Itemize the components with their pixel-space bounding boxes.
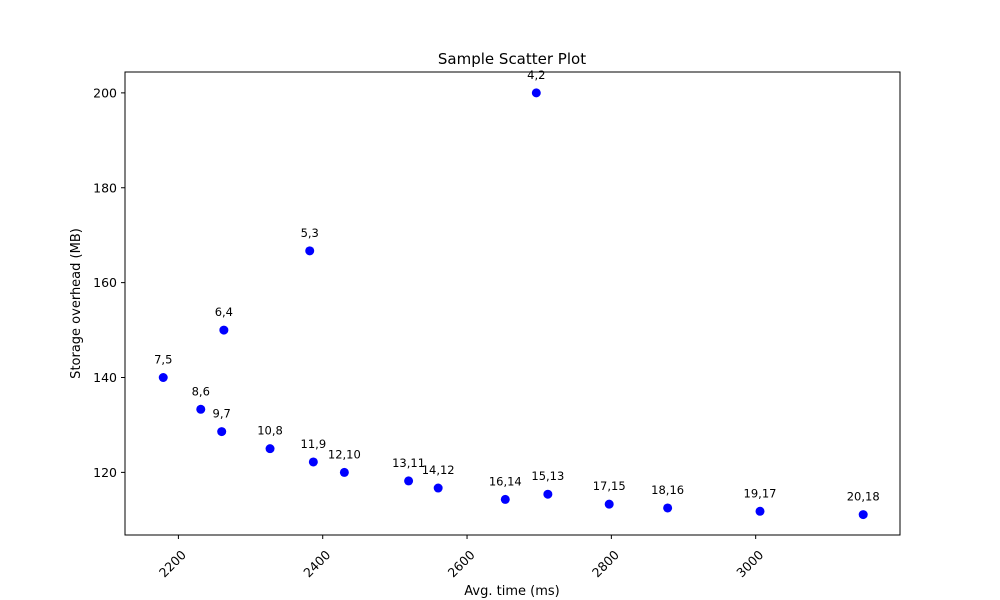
x-tick-label: 2800 bbox=[589, 547, 622, 580]
data-point bbox=[663, 503, 673, 513]
data-point bbox=[305, 246, 315, 256]
point-label: 20,18 bbox=[847, 490, 880, 504]
point-label: 8,6 bbox=[192, 384, 210, 398]
chart-title: Sample Scatter Plot bbox=[438, 50, 586, 68]
point-label: 10,8 bbox=[257, 424, 283, 438]
point-label: 6,4 bbox=[215, 305, 233, 319]
point-label: 16,14 bbox=[489, 474, 522, 488]
data-point bbox=[196, 404, 206, 414]
data-point bbox=[404, 476, 414, 486]
data-point bbox=[531, 88, 541, 98]
point-label: 18,16 bbox=[651, 483, 684, 497]
point-label: 13,11 bbox=[392, 456, 425, 470]
plot-frame bbox=[124, 71, 901, 536]
x-axis-label: Avg. time (ms) bbox=[464, 584, 559, 599]
point-label: 19,17 bbox=[744, 486, 777, 500]
point-label: 4,2 bbox=[527, 68, 545, 82]
point-label: 9,7 bbox=[213, 407, 231, 421]
y-tick-label: 140 bbox=[93, 370, 117, 385]
x-axis: 2200 2400 2600 2800 3000 bbox=[156, 535, 766, 580]
point-label: 17,15 bbox=[593, 479, 626, 493]
x-tick-label: 2600 bbox=[445, 547, 478, 580]
x-tick-label: 3000 bbox=[733, 547, 766, 580]
point-label: 15,13 bbox=[531, 469, 564, 483]
point-label: 11,9 bbox=[301, 437, 327, 451]
data-point bbox=[217, 427, 227, 437]
data-point bbox=[500, 494, 510, 504]
data-point bbox=[158, 373, 168, 383]
y-axis: 120 140 160 180 200 bbox=[93, 85, 125, 480]
data-point bbox=[543, 489, 553, 499]
y-tick-label: 160 bbox=[93, 275, 117, 290]
data-point bbox=[433, 483, 443, 493]
data-points: 4,2 5,3 6,4 7,5 8,69,7 10,8 11,912,10 13,1114,1… bbox=[154, 68, 880, 520]
data-point bbox=[265, 444, 275, 454]
data-point bbox=[604, 499, 614, 509]
point-label: 14,12 bbox=[422, 463, 455, 477]
y-tick-label: 180 bbox=[93, 180, 117, 195]
point-label: 7,5 bbox=[154, 353, 172, 367]
x-tick-label: 2400 bbox=[300, 547, 333, 580]
data-point bbox=[858, 510, 868, 520]
x-tick-label: 2200 bbox=[156, 547, 189, 580]
data-point bbox=[308, 457, 318, 467]
y-tick-label: 200 bbox=[93, 85, 117, 100]
point-label: 12,10 bbox=[328, 447, 361, 461]
y-tick-label: 120 bbox=[93, 465, 117, 480]
y-axis-label: Storage overhead (MB) bbox=[69, 228, 84, 379]
data-point bbox=[219, 325, 229, 335]
point-label: 5,3 bbox=[301, 226, 319, 240]
data-point bbox=[339, 467, 349, 477]
data-point bbox=[755, 506, 765, 516]
